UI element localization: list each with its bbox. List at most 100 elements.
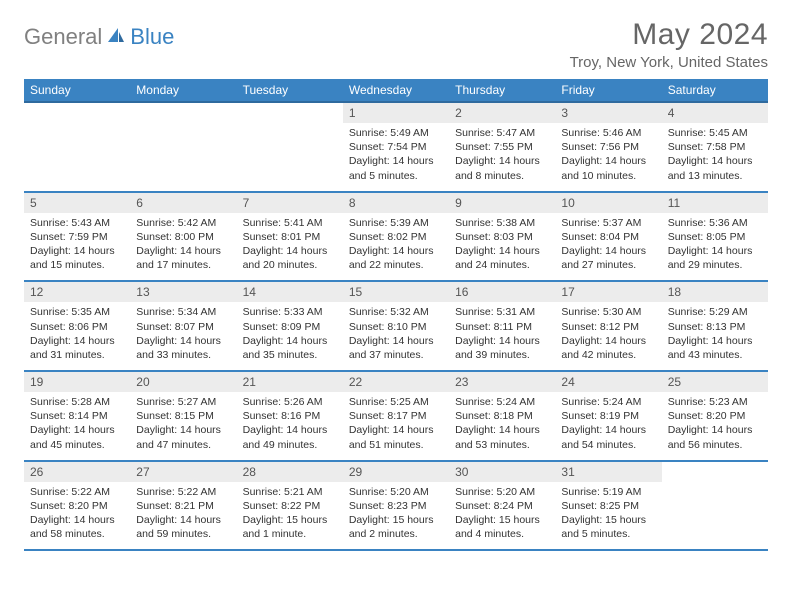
day-details: Sunrise: 5:34 AMSunset: 8:07 PMDaylight:… [130, 302, 236, 370]
calendar-day-cell: 20Sunrise: 5:27 AMSunset: 8:15 PMDayligh… [130, 371, 236, 461]
day-number: 28 [237, 462, 343, 482]
calendar-day-cell: 9Sunrise: 5:38 AMSunset: 8:03 PMDaylight… [449, 192, 555, 282]
day-number: 4 [662, 103, 768, 123]
day-number: 21 [237, 372, 343, 392]
day-details: Sunrise: 5:35 AMSunset: 8:06 PMDaylight:… [24, 302, 130, 370]
day-number: 6 [130, 193, 236, 213]
calendar-empty-cell [24, 102, 130, 192]
calendar-empty-cell [130, 102, 236, 192]
day-header-row: SundayMondayTuesdayWednesdayThursdayFrid… [24, 79, 768, 102]
day-number: 29 [343, 462, 449, 482]
calendar-day-cell: 22Sunrise: 5:25 AMSunset: 8:17 PMDayligh… [343, 371, 449, 461]
calendar-day-cell: 5Sunrise: 5:43 AMSunset: 7:59 PMDaylight… [24, 192, 130, 282]
month-title: May 2024 [570, 18, 768, 52]
day-details: Sunrise: 5:33 AMSunset: 8:09 PMDaylight:… [237, 302, 343, 370]
day-details: Sunrise: 5:25 AMSunset: 8:17 PMDaylight:… [343, 392, 449, 460]
day-details: Sunrise: 5:38 AMSunset: 8:03 PMDaylight:… [449, 213, 555, 281]
logo: General Blue [24, 18, 174, 50]
calendar-day-cell: 24Sunrise: 5:24 AMSunset: 8:19 PMDayligh… [555, 371, 661, 461]
day-details: Sunrise: 5:23 AMSunset: 8:20 PMDaylight:… [662, 392, 768, 460]
calendar-day-cell: 28Sunrise: 5:21 AMSunset: 8:22 PMDayligh… [237, 461, 343, 551]
calendar-day-cell: 23Sunrise: 5:24 AMSunset: 8:18 PMDayligh… [449, 371, 555, 461]
calendar-day-cell: 4Sunrise: 5:45 AMSunset: 7:58 PMDaylight… [662, 102, 768, 192]
calendar-day-cell: 25Sunrise: 5:23 AMSunset: 8:20 PMDayligh… [662, 371, 768, 461]
calendar-row: 5Sunrise: 5:43 AMSunset: 7:59 PMDaylight… [24, 192, 768, 282]
calendar-day-cell: 10Sunrise: 5:37 AMSunset: 8:04 PMDayligh… [555, 192, 661, 282]
day-number: 12 [24, 282, 130, 302]
day-details: Sunrise: 5:39 AMSunset: 8:02 PMDaylight:… [343, 213, 449, 281]
day-details: Sunrise: 5:30 AMSunset: 8:12 PMDaylight:… [555, 302, 661, 370]
day-header: Monday [130, 79, 236, 102]
day-details: Sunrise: 5:27 AMSunset: 8:15 PMDaylight:… [130, 392, 236, 460]
calendar-day-cell: 11Sunrise: 5:36 AMSunset: 8:05 PMDayligh… [662, 192, 768, 282]
day-header: Saturday [662, 79, 768, 102]
calendar-day-cell: 31Sunrise: 5:19 AMSunset: 8:25 PMDayligh… [555, 461, 661, 551]
day-details: Sunrise: 5:36 AMSunset: 8:05 PMDaylight:… [662, 213, 768, 281]
day-details: Sunrise: 5:43 AMSunset: 7:59 PMDaylight:… [24, 213, 130, 281]
day-header: Sunday [24, 79, 130, 102]
day-header: Wednesday [343, 79, 449, 102]
day-number: 5 [24, 193, 130, 213]
day-details: Sunrise: 5:49 AMSunset: 7:54 PMDaylight:… [343, 123, 449, 191]
calendar-row: 12Sunrise: 5:35 AMSunset: 8:06 PMDayligh… [24, 281, 768, 371]
day-number: 7 [237, 193, 343, 213]
calendar-day-cell: 2Sunrise: 5:47 AMSunset: 7:55 PMDaylight… [449, 102, 555, 192]
calendar-day-cell: 8Sunrise: 5:39 AMSunset: 8:02 PMDaylight… [343, 192, 449, 282]
title-block: May 2024 Troy, New York, United States [570, 18, 768, 71]
day-number: 27 [130, 462, 236, 482]
calendar-empty-cell [237, 102, 343, 192]
day-header: Tuesday [237, 79, 343, 102]
day-details: Sunrise: 5:46 AMSunset: 7:56 PMDaylight:… [555, 123, 661, 191]
day-details: Sunrise: 5:42 AMSunset: 8:00 PMDaylight:… [130, 213, 236, 281]
calendar-day-cell: 30Sunrise: 5:20 AMSunset: 8:24 PMDayligh… [449, 461, 555, 551]
day-number: 15 [343, 282, 449, 302]
day-number: 22 [343, 372, 449, 392]
calendar-day-cell: 19Sunrise: 5:28 AMSunset: 8:14 PMDayligh… [24, 371, 130, 461]
logo-text-general: General [24, 24, 102, 50]
day-number: 23 [449, 372, 555, 392]
calendar-day-cell: 6Sunrise: 5:42 AMSunset: 8:00 PMDaylight… [130, 192, 236, 282]
calendar-row: 26Sunrise: 5:22 AMSunset: 8:20 PMDayligh… [24, 461, 768, 551]
calendar-day-cell: 3Sunrise: 5:46 AMSunset: 7:56 PMDaylight… [555, 102, 661, 192]
day-number: 3 [555, 103, 661, 123]
day-details: Sunrise: 5:47 AMSunset: 7:55 PMDaylight:… [449, 123, 555, 191]
day-number: 31 [555, 462, 661, 482]
logo-sail-icon [106, 26, 126, 49]
day-number: 30 [449, 462, 555, 482]
day-number: 2 [449, 103, 555, 123]
day-details: Sunrise: 5:24 AMSunset: 8:18 PMDaylight:… [449, 392, 555, 460]
calendar-table: SundayMondayTuesdayWednesdayThursdayFrid… [24, 79, 768, 551]
day-number: 16 [449, 282, 555, 302]
day-details: Sunrise: 5:22 AMSunset: 8:21 PMDaylight:… [130, 482, 236, 550]
calendar-day-cell: 7Sunrise: 5:41 AMSunset: 8:01 PMDaylight… [237, 192, 343, 282]
day-number: 24 [555, 372, 661, 392]
day-details: Sunrise: 5:28 AMSunset: 8:14 PMDaylight:… [24, 392, 130, 460]
day-number: 13 [130, 282, 236, 302]
day-details: Sunrise: 5:45 AMSunset: 7:58 PMDaylight:… [662, 123, 768, 191]
calendar-row: 1Sunrise: 5:49 AMSunset: 7:54 PMDaylight… [24, 102, 768, 192]
day-number: 19 [24, 372, 130, 392]
day-number: 17 [555, 282, 661, 302]
day-number: 25 [662, 372, 768, 392]
page-header: General Blue May 2024 Troy, New York, Un… [24, 18, 768, 71]
calendar-empty-cell [662, 461, 768, 551]
calendar-day-cell: 18Sunrise: 5:29 AMSunset: 8:13 PMDayligh… [662, 281, 768, 371]
day-number: 1 [343, 103, 449, 123]
calendar-body: 1Sunrise: 5:49 AMSunset: 7:54 PMDaylight… [24, 102, 768, 550]
day-details: Sunrise: 5:31 AMSunset: 8:11 PMDaylight:… [449, 302, 555, 370]
day-details: Sunrise: 5:32 AMSunset: 8:10 PMDaylight:… [343, 302, 449, 370]
day-number: 10 [555, 193, 661, 213]
calendar-day-cell: 16Sunrise: 5:31 AMSunset: 8:11 PMDayligh… [449, 281, 555, 371]
calendar-day-cell: 21Sunrise: 5:26 AMSunset: 8:16 PMDayligh… [237, 371, 343, 461]
calendar-day-cell: 17Sunrise: 5:30 AMSunset: 8:12 PMDayligh… [555, 281, 661, 371]
day-number: 8 [343, 193, 449, 213]
day-number: 26 [24, 462, 130, 482]
day-details: Sunrise: 5:26 AMSunset: 8:16 PMDaylight:… [237, 392, 343, 460]
day-number: 9 [449, 193, 555, 213]
calendar-day-cell: 12Sunrise: 5:35 AMSunset: 8:06 PMDayligh… [24, 281, 130, 371]
day-details: Sunrise: 5:19 AMSunset: 8:25 PMDaylight:… [555, 482, 661, 550]
calendar-day-cell: 26Sunrise: 5:22 AMSunset: 8:20 PMDayligh… [24, 461, 130, 551]
day-header: Friday [555, 79, 661, 102]
day-number: 20 [130, 372, 236, 392]
logo-text-blue: Blue [130, 24, 174, 50]
